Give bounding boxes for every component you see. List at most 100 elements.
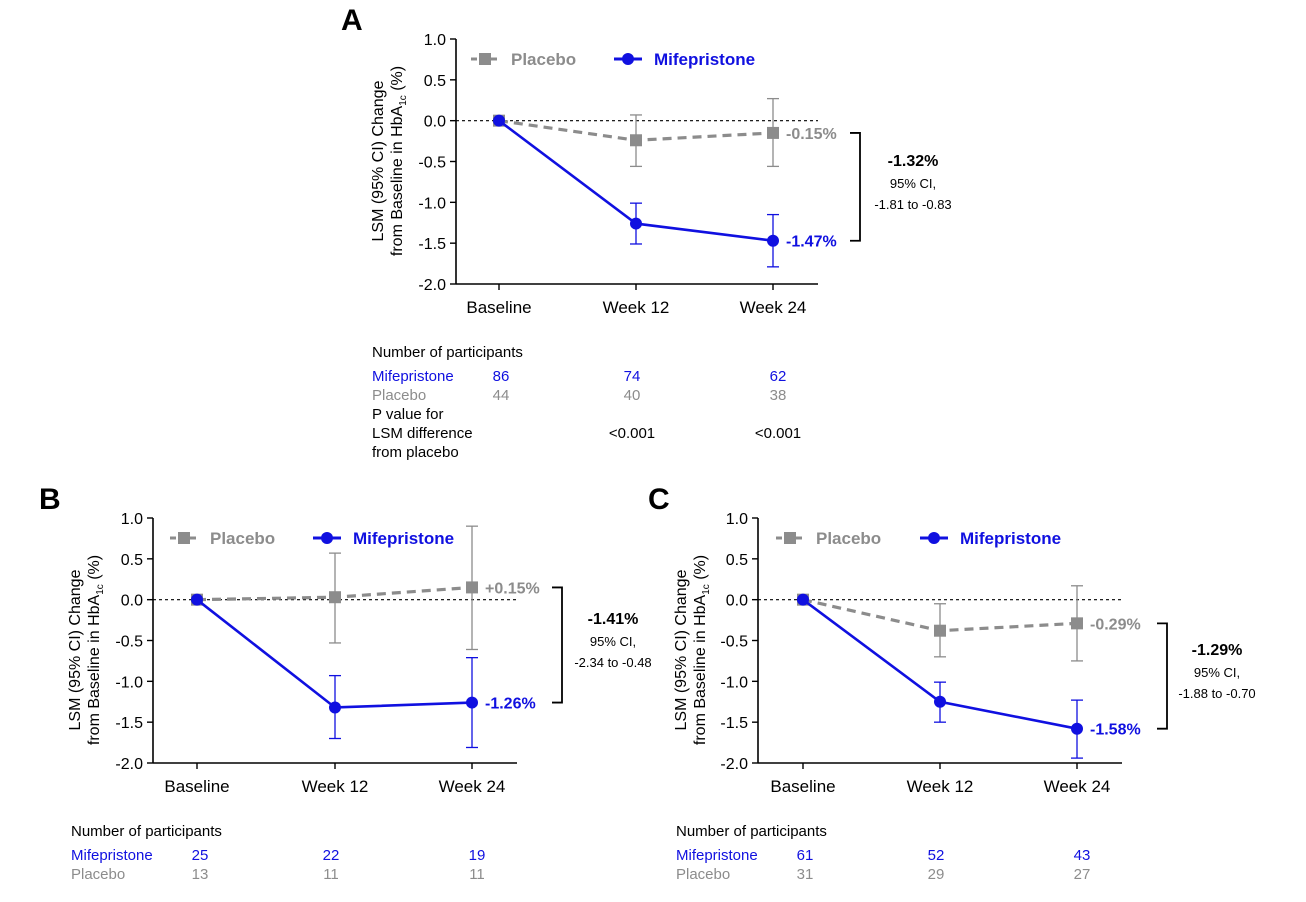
difference-value: -1.29% <box>1192 642 1243 659</box>
y-axis-label-line2: from Baseline in HbA <box>389 105 406 256</box>
data-point <box>1071 617 1083 630</box>
y-tick-label: 1.0 <box>726 511 748 528</box>
participants-row-label: Placebo <box>676 866 730 883</box>
y-tick-label: -1.0 <box>720 674 748 691</box>
x-tick-label: Baseline <box>770 777 835 796</box>
participants-count: 40 <box>624 387 641 404</box>
x-tick-label: Week 12 <box>603 298 670 317</box>
difference-ci-range: -1.88 to -0.70 <box>1178 686 1255 701</box>
legend-marker <box>928 532 940 544</box>
y-axis-label-unit: (%) <box>692 555 709 584</box>
difference-bracket <box>850 132 861 242</box>
y-tick-label: -1.5 <box>720 715 748 732</box>
participants-count: 44 <box>493 387 510 404</box>
y-axis-label-line1: LSM (95% CI) Change <box>673 569 690 730</box>
y-axis-label-subscript: 1c <box>701 584 712 595</box>
panel-letter: A <box>341 4 363 37</box>
participants-row-label: Mifepristone <box>372 368 454 385</box>
x-tick-label: Week 12 <box>302 777 369 796</box>
series-placebo: +0.15% Placebo <box>170 525 540 651</box>
y-tick-label: 0.5 <box>424 73 446 90</box>
y-tick-label: -2.0 <box>418 277 446 294</box>
data-point <box>934 695 946 708</box>
y-tick-label: 0.5 <box>121 552 143 569</box>
difference-ci-label: 95% CI, <box>1194 665 1240 680</box>
participants-count: 11 <box>323 866 339 883</box>
participants-row-label: Mifepristone <box>71 847 153 864</box>
difference-ci-range: -2.34 to -0.48 <box>574 655 651 670</box>
end-value-label: -1.58% <box>1090 722 1141 739</box>
difference-ci-label: 95% CI, <box>590 634 636 649</box>
panel-letter: B <box>39 483 61 516</box>
participants-count: 22 <box>323 847 340 864</box>
data-point <box>329 701 341 714</box>
y-tick-label: -1.5 <box>418 236 446 253</box>
participants-count: 62 <box>770 368 787 385</box>
x-tick-label: Week 24 <box>1044 777 1111 796</box>
participants-row-label: Mifepristone <box>676 847 758 864</box>
difference-value: -1.41% <box>588 611 639 628</box>
legend-marker <box>178 532 190 544</box>
difference-value: -1.32% <box>888 153 939 170</box>
legend-label: Placebo <box>511 50 576 69</box>
pvalue-label-line: LSM difference <box>372 425 473 442</box>
legend-label: Placebo <box>816 529 881 548</box>
legend-label: Mifepristone <box>654 50 755 69</box>
participants-header: Number of participants <box>372 344 523 361</box>
y-tick-label: -0.5 <box>418 155 446 172</box>
legend-label: Mifepristone <box>353 529 454 548</box>
participants-count: 31 <box>797 866 814 883</box>
series-mifepristone: -1.47% Mifepristone <box>493 50 837 268</box>
x-tick-label: Week 24 <box>740 298 807 317</box>
legend-marker <box>784 532 796 544</box>
legend-marker <box>622 53 634 65</box>
y-axis-label-line2: from Baseline in HbA <box>86 594 103 745</box>
data-point <box>767 126 779 139</box>
y-tick-label: 1.0 <box>121 511 143 528</box>
panel-b: B 1.0 0.5 0.0 -0.5 -1.0 -1.5 -2.0 Baseline Week 1… <box>39 483 652 883</box>
y-tick-label: 0.0 <box>121 593 143 610</box>
difference-ci-range: -1.81 to -0.83 <box>874 197 951 212</box>
x-tick-label: Baseline <box>164 777 229 796</box>
y-tick-label: -1.0 <box>418 195 446 212</box>
y-axis-label-unit: (%) <box>86 555 103 584</box>
data-point <box>329 591 341 604</box>
participants-count: 25 <box>192 847 209 864</box>
y-axis-label: LSM (95% CI) Change from Baseline in HbA1… <box>673 555 712 745</box>
x-tick-label: Week 12 <box>907 777 974 796</box>
data-point <box>493 114 505 127</box>
y-tick-label: -0.5 <box>720 634 748 651</box>
participants-count: 13 <box>192 866 209 883</box>
y-axis-label: LSM (95% CI) Change from Baseline in HbA1… <box>67 555 106 745</box>
pvalue: <0.001 <box>609 425 655 442</box>
y-axis-label-unit: (%) <box>389 66 406 95</box>
y-tick-label: 0.0 <box>726 593 748 610</box>
participants-count: 43 <box>1074 847 1091 864</box>
data-point <box>797 593 809 606</box>
legend-marker <box>321 532 333 544</box>
participants-count: 11 <box>469 866 485 883</box>
difference-bracket <box>552 586 563 704</box>
y-axis-label-subscript: 1c <box>95 584 106 595</box>
data-point <box>767 234 779 247</box>
data-point <box>1071 722 1083 735</box>
pvalue: <0.001 <box>755 425 801 442</box>
y-axis-label-line1: LSM (95% CI) Change <box>370 80 387 241</box>
end-value-label: -1.47% <box>786 234 837 251</box>
participants-count: 52 <box>928 847 945 864</box>
participants-count: 19 <box>469 847 486 864</box>
series-mifepristone: -1.26% Mifepristone <box>191 529 536 749</box>
y-tick-label: -1.0 <box>115 674 143 691</box>
data-point <box>630 134 642 147</box>
legend-marker <box>479 53 491 65</box>
y-tick-label: -2.0 <box>115 756 143 773</box>
difference-ci-label: 95% CI, <box>890 176 936 191</box>
series-placebo: -0.15% Placebo <box>471 50 837 168</box>
x-tick-label: Baseline <box>466 298 531 317</box>
series-placebo: -0.29% Placebo <box>776 529 1141 662</box>
end-value-label: +0.15% <box>485 580 540 597</box>
participants-count: 38 <box>770 387 787 404</box>
participants-count: 74 <box>624 368 641 385</box>
y-tick-label: -0.5 <box>115 634 143 651</box>
